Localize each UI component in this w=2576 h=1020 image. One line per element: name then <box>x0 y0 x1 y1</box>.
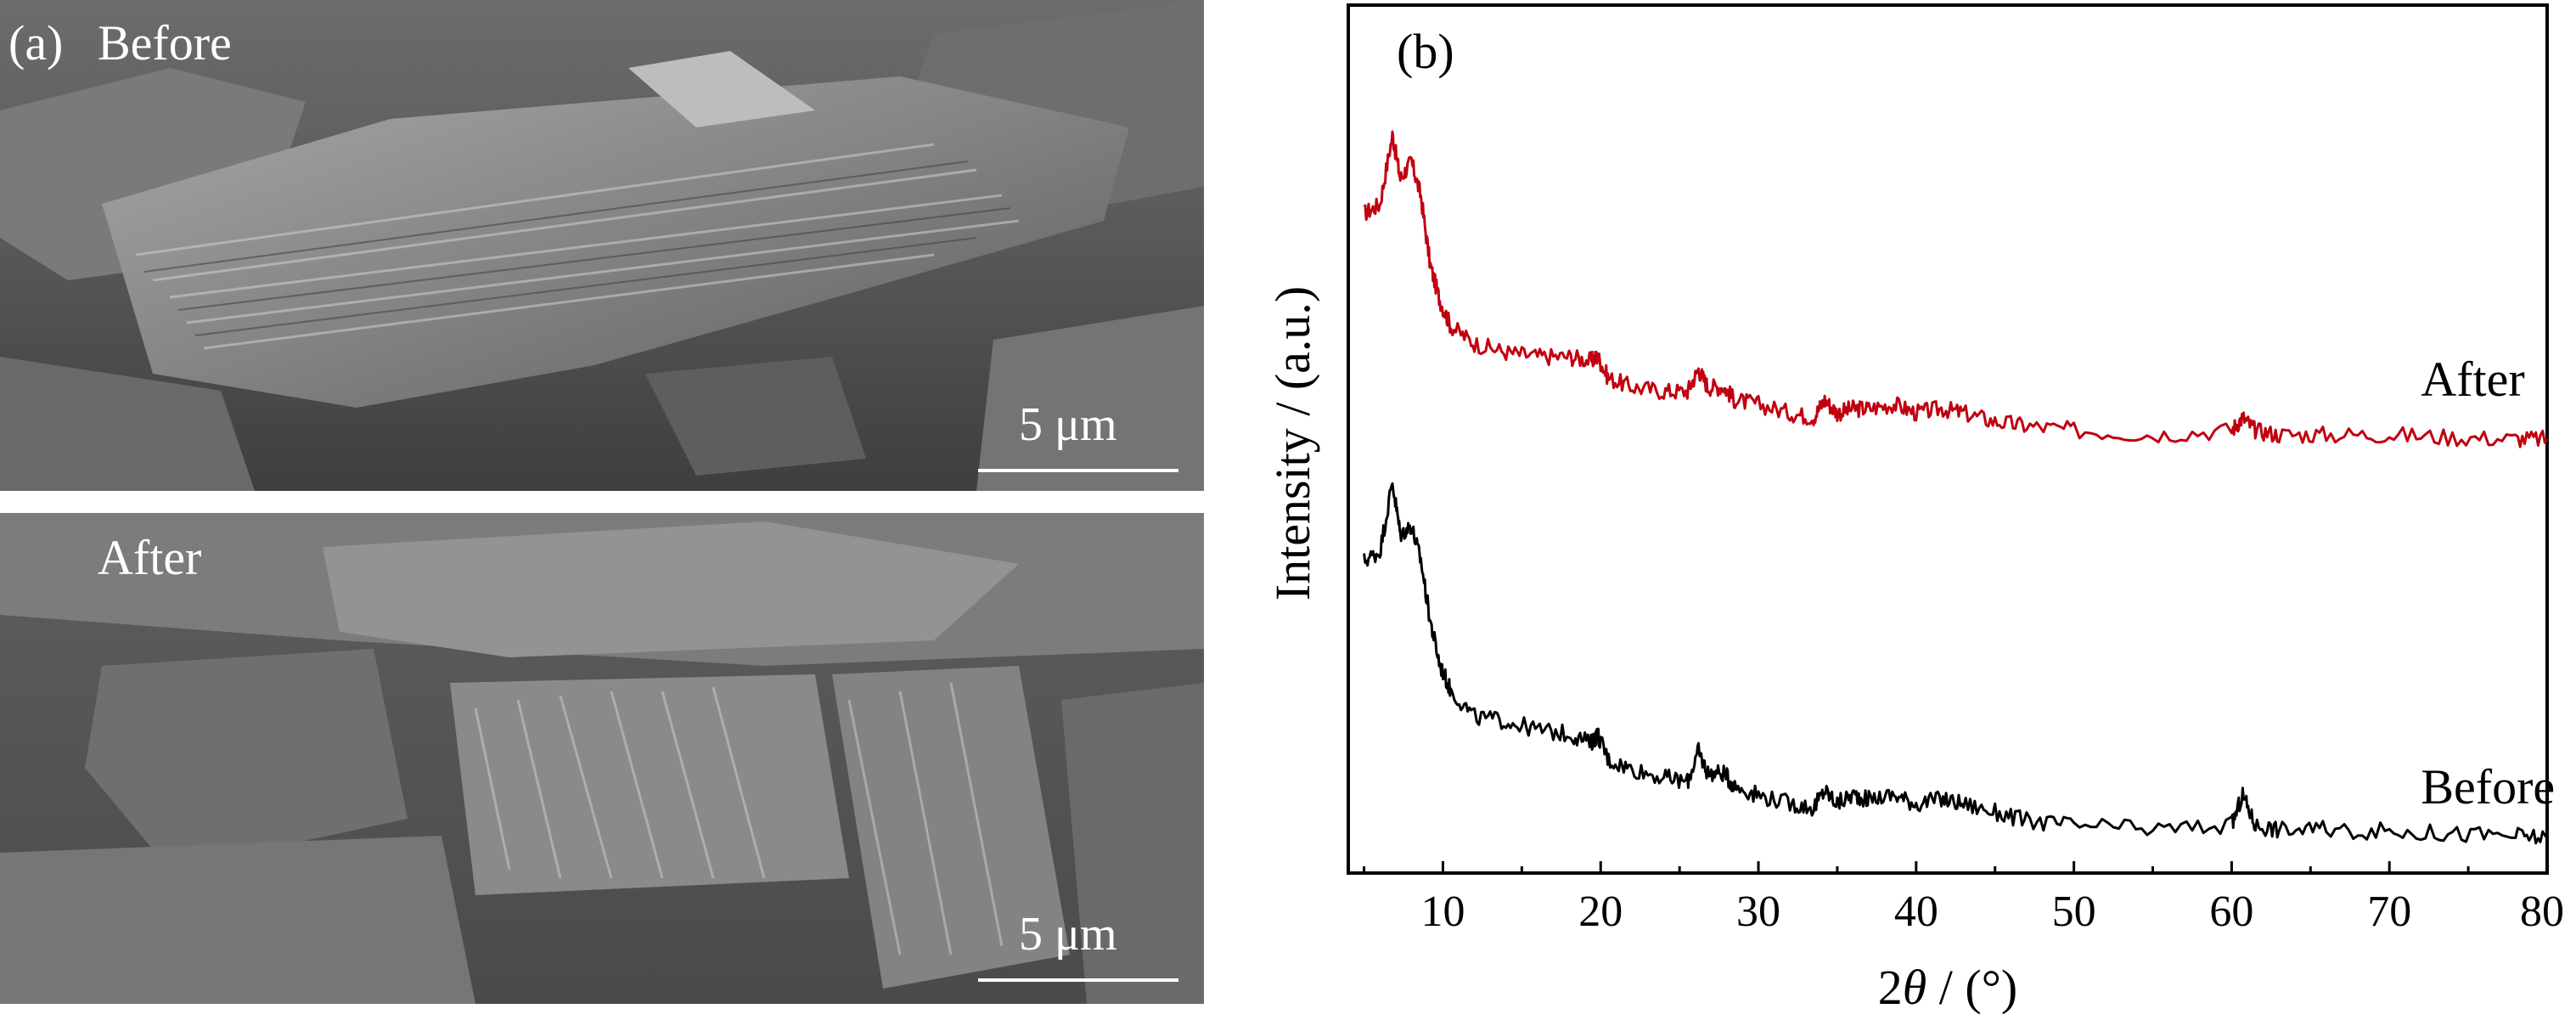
sem-image-before <box>0 0 1204 491</box>
series-line-after <box>1363 130 2549 448</box>
series-annotations: After Before <box>2421 352 2555 814</box>
scale-bar-before <box>978 469 1178 472</box>
x-tick-label: 10 <box>1420 888 1465 936</box>
x-tick-label: 60 <box>2209 888 2253 936</box>
series-line-before <box>1363 482 2549 845</box>
scale-bar-label-before: 5 μm <box>1019 398 1117 451</box>
sem-texture-after <box>0 513 1204 1004</box>
x-tick-label: 70 <box>2367 888 2411 936</box>
before-image-label: Before <box>98 15 232 70</box>
sem-texture-before <box>0 0 1204 491</box>
scale-bar-after <box>978 978 1178 982</box>
x-tick-label: 50 <box>2052 888 2096 936</box>
x-tick-label: 40 <box>1894 888 1938 936</box>
x-tick-label: 80 <box>2520 888 2564 936</box>
annotation-before: Before <box>2421 759 2555 814</box>
after-image-label: After <box>98 530 202 585</box>
x-axis-ticks: 10 20 30 40 50 60 70 80 <box>1363 861 2564 936</box>
panel-a-label: (a) <box>8 15 64 70</box>
series-group <box>1363 130 2549 845</box>
panel-b-label: (b) <box>1397 24 1454 79</box>
y-axis-label: Intensity / (a.u.) <box>1265 286 1320 600</box>
annotation-after: After <box>2421 352 2524 407</box>
scale-bar-label-after: 5 μm <box>1019 908 1117 961</box>
xrd-chart: (b) 10 20 30 40 50 60 70 80 2θ / (°) Intensity … <box>1265 3 2564 1015</box>
sem-image-after <box>0 513 1204 1004</box>
x-axis-label: 2θ / (°) <box>1878 960 2017 1015</box>
x-tick-label: 20 <box>1578 888 1623 936</box>
x-tick-label: 30 <box>1736 888 1780 936</box>
